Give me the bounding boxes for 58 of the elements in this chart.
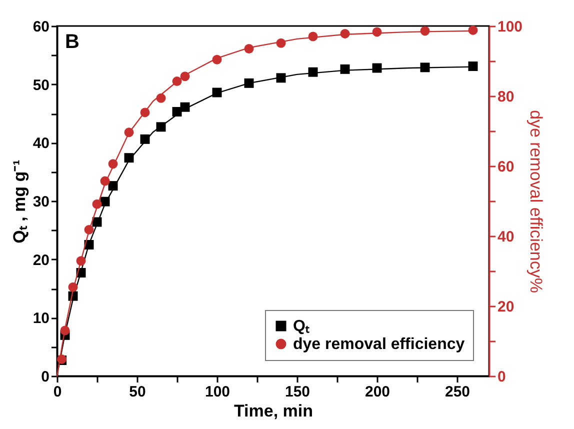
point [124, 153, 134, 163]
point [340, 64, 350, 74]
y-tick-label: 10 [32, 310, 50, 328]
x-tick-label: 100 [204, 384, 230, 400]
x-axis-title: Time, min [234, 402, 314, 420]
point [372, 27, 382, 37]
y2-tick-label: 0 [498, 368, 506, 386]
point [276, 38, 286, 48]
y-tick-label: 30 [32, 194, 50, 210]
point [308, 67, 318, 77]
y2-tick-label: 100 [498, 18, 523, 36]
x-tick-label: 250 [444, 384, 470, 400]
y-tick-label: 0 [41, 368, 50, 386]
point [140, 108, 150, 118]
point [68, 282, 78, 292]
point [108, 159, 118, 169]
y-tick-label: 20 [32, 252, 50, 269]
point [76, 256, 86, 266]
x-tick-label: 200 [364, 384, 390, 400]
annotation: B [65, 31, 80, 53]
legend-label: Qₜ [293, 318, 310, 335]
point [420, 26, 430, 36]
point [60, 326, 70, 336]
point [276, 73, 286, 83]
point [140, 134, 150, 144]
point [100, 176, 110, 186]
y2-tick-label: 80 [498, 88, 514, 106]
point [212, 88, 222, 98]
y2-tick-label: 40 [498, 228, 514, 246]
point [84, 224, 94, 234]
point [420, 62, 430, 72]
y-tick-label: 60 [32, 18, 50, 36]
y-axis-title: Qₜ , mg g⁻¹ [10, 159, 29, 244]
point [124, 128, 134, 138]
y-tick-label: 40 [32, 135, 50, 152]
point [308, 32, 318, 42]
x-tick-label: 50 [129, 384, 146, 400]
y-tick-label: 50 [32, 76, 50, 94]
point [244, 44, 254, 54]
x-tick-label: 0 [53, 384, 62, 400]
point [244, 78, 254, 88]
x-tick-label: 150 [284, 384, 310, 400]
legend-label: dye removal efficiency [293, 336, 465, 353]
point [180, 102, 190, 112]
point [212, 54, 222, 64]
point [108, 181, 118, 191]
point [468, 62, 478, 71]
point [180, 72, 190, 82]
point [156, 93, 166, 103]
point [156, 122, 166, 132]
point [372, 63, 382, 73]
point [92, 199, 102, 209]
y2-tick-label: 60 [498, 158, 514, 176]
point [468, 25, 478, 35]
y2-axis-title: dye removal efficiency% [526, 110, 546, 293]
point [172, 76, 182, 86]
y2-tick-label: 20 [498, 298, 514, 316]
point [340, 28, 350, 38]
